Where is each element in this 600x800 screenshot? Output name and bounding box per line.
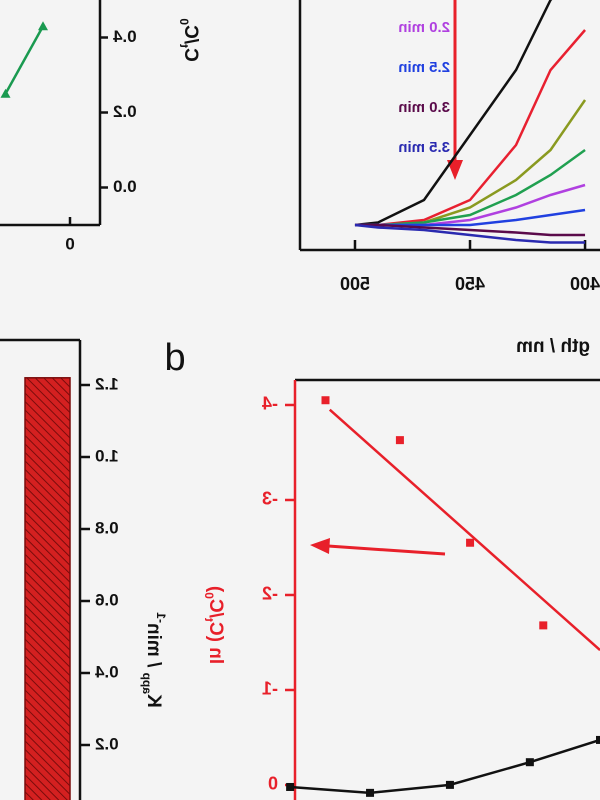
- y-tick-label: 1.2: [95, 374, 119, 393]
- y-tick-label: 0.6: [95, 590, 119, 609]
- axis-label: Kapp / min-1: [140, 612, 168, 708]
- x-tick-label: 0: [65, 234, 74, 253]
- legend-entry: 3.0 min: [398, 99, 450, 116]
- data-point: [445, 780, 454, 789]
- data-point: [38, 21, 48, 31]
- data-point: [525, 758, 534, 767]
- axis-label-part: ): [205, 586, 226, 592]
- y-tick-label: 0.4: [94, 662, 118, 681]
- data-point: [366, 788, 375, 797]
- data-point: [596, 735, 600, 744]
- data-line: [328, 408, 600, 652]
- data-point: [466, 538, 475, 547]
- y-tick-label: 0.2: [113, 102, 137, 121]
- data-point: [395, 436, 404, 445]
- axis-label-part: /C: [205, 599, 226, 618]
- data-line: [4, 25, 45, 95]
- legend-entry: 2.5 min: [398, 59, 450, 76]
- axis-label-part: 0: [202, 592, 216, 599]
- arrow-head: [447, 160, 463, 180]
- x-tick-label: 500: [340, 274, 370, 294]
- bar: [24, 377, 71, 800]
- data-point: [321, 396, 330, 405]
- axis-label: ln (Ct/C0): [202, 586, 226, 664]
- data-point: [0, 88, 11, 98]
- axis-label-part: app: [140, 673, 154, 694]
- panel-label: d: [164, 337, 185, 379]
- data-point: [286, 782, 295, 791]
- y-tick-label: 0.0: [113, 177, 137, 196]
- x-axis-label: gth / nm: [516, 336, 590, 357]
- axis-label: Ct/C0: [177, 18, 201, 62]
- y-tick-label: 0.2: [95, 734, 119, 753]
- y-tick-label: 0: [268, 774, 278, 794]
- legend-entry: 2.0 min: [398, 19, 450, 36]
- axis-label-part: t: [202, 618, 216, 622]
- spectrum-line: [354, 0, 553, 227]
- spectrum-line: [354, 223, 586, 244]
- axis-label-part: t: [177, 44, 191, 48]
- axis-label-part: ln (C: [205, 622, 226, 664]
- axis-label-part: K: [143, 694, 164, 708]
- axis-label-part: -1: [154, 612, 168, 623]
- y-tick-label: -3: [262, 489, 278, 509]
- x-tick-label: 400: [570, 274, 600, 294]
- y-tick-label: -2: [262, 584, 278, 604]
- data-point: [539, 621, 548, 630]
- x-tick-label: 450: [455, 274, 485, 294]
- axis-label-part: / min: [143, 623, 164, 673]
- axis-label-part: C: [180, 48, 201, 62]
- y-tick-label: -1: [262, 679, 278, 699]
- legend-entry: 3.5 min: [398, 139, 450, 156]
- y-tick-label: 0.8: [95, 518, 119, 537]
- y-tick-label: 0.4: [112, 27, 136, 46]
- arrow: [327, 544, 446, 556]
- spectrum-line: [354, 223, 586, 237]
- y-tick-label: -4: [262, 394, 278, 414]
- y-tick-label: 1.0: [95, 446, 119, 465]
- axis-label-part: 0: [177, 18, 191, 25]
- arrow-head: [310, 538, 330, 554]
- axis-label-part: /C: [180, 25, 201, 44]
